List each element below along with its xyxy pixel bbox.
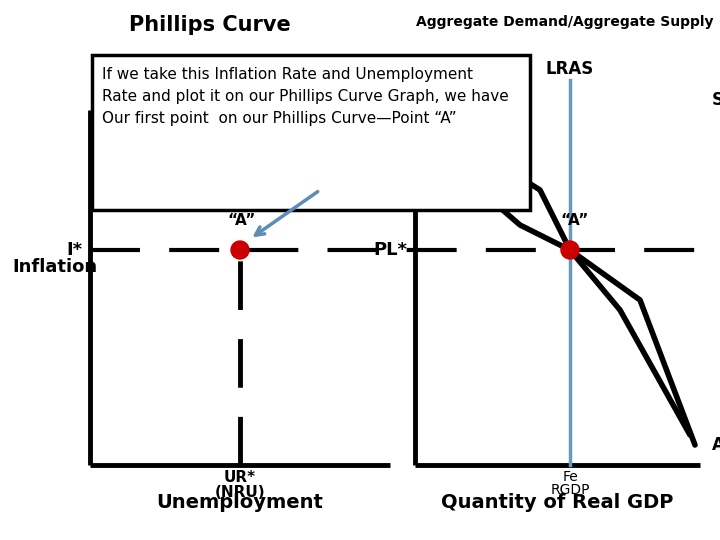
Text: “A”: “A”	[228, 213, 256, 228]
Text: Unemployment: Unemployment	[156, 493, 323, 512]
Circle shape	[561, 241, 579, 259]
Text: Phillips Curve: Phillips Curve	[129, 15, 291, 35]
Text: If we take this Inflation Rate and Unemployment
Rate and plot it on our Phillips: If we take this Inflation Rate and Unemp…	[102, 67, 509, 126]
Text: UR*: UR*	[224, 470, 256, 485]
Text: PL*: PL*	[373, 241, 407, 259]
Text: AD: AD	[712, 436, 720, 454]
Text: SRAS: SRAS	[712, 91, 720, 109]
Text: Quantity of Real GDP: Quantity of Real GDP	[441, 493, 674, 512]
Text: I*: I*	[66, 241, 82, 259]
Text: “A”: “A”	[561, 213, 589, 228]
Circle shape	[231, 241, 249, 259]
Text: Fe: Fe	[562, 470, 578, 484]
Text: RGDP: RGDP	[550, 483, 590, 497]
Text: LRAS: LRAS	[546, 60, 594, 78]
Text: Inflation: Inflation	[12, 259, 98, 276]
Text: (NRU): (NRU)	[215, 485, 265, 500]
Text: Aggregate Demand/Aggregate Supply: Aggregate Demand/Aggregate Supply	[416, 15, 714, 29]
FancyBboxPatch shape	[92, 55, 530, 210]
